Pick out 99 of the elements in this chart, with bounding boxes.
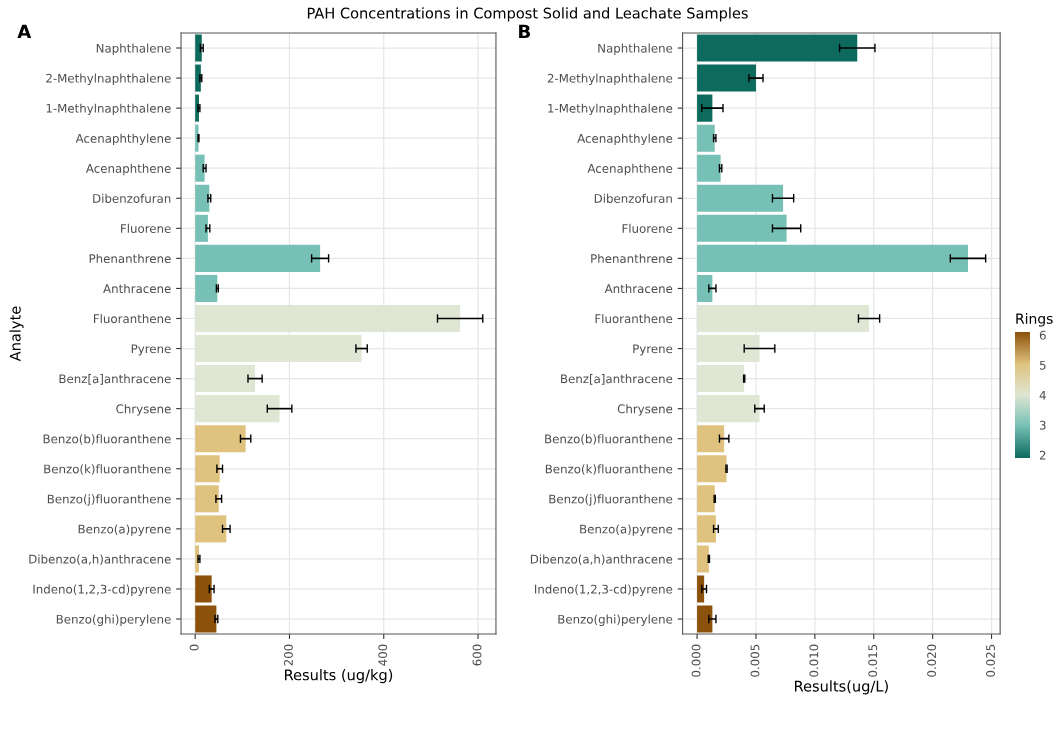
bar [697, 485, 715, 513]
bar [697, 605, 713, 633]
bar [697, 304, 870, 333]
bar [697, 455, 727, 483]
x-tick-label: 0.020 [927, 644, 937, 677]
bar [195, 34, 202, 62]
bar [195, 184, 210, 212]
bar [697, 34, 858, 62]
bar [195, 274, 218, 302]
y-tick-label: Pyrene [131, 344, 171, 356]
bar [195, 425, 246, 453]
y-tick-label: 2-Methylnaphthalene [547, 73, 673, 85]
y-tick-label: Chrysene [617, 404, 673, 416]
color-bar-title: Rings [1016, 313, 1053, 327]
y-tick-label: Benzo(b)fluoranthene [545, 434, 673, 445]
y-tick-label: Benzo(a)pyrene [78, 524, 171, 536]
bar [195, 515, 227, 543]
y-tick-label: Phenanthrene [89, 253, 171, 264]
y-tick-label: Benz[a]anthracene [561, 374, 673, 385]
y-tick-label: Naphthalene [96, 43, 171, 55]
y-tick-label: Benzo(b)fluoranthene [43, 434, 171, 445]
bar [697, 94, 713, 122]
text: B [519, 24, 530, 38]
x-tick-label: 0 [189, 644, 199, 651]
y-tick-label: Dibenzofuran [93, 193, 171, 203]
x-tick-label: 0.015 [868, 644, 878, 677]
bar [195, 335, 362, 363]
bar [195, 395, 280, 423]
x-tick-label: 0.005 [750, 644, 760, 677]
bar [195, 455, 220, 483]
y-tick-label: Benzo(j)fluoranthene [47, 494, 171, 506]
bar [697, 575, 705, 603]
x-tick-label: 600 [472, 644, 482, 666]
y-tick-label: Fluorene [622, 223, 673, 233]
bar [697, 365, 745, 393]
y-tick-label: Fluoranthene [595, 314, 673, 324]
bar [195, 575, 212, 603]
y-tick-label: Pyrene [633, 344, 673, 356]
y-tick-label: Naphthalene [598, 43, 673, 55]
bar [697, 184, 784, 212]
color-bar-label: 4 [1039, 390, 1046, 400]
y-tick-label: Acenaphthene [587, 163, 673, 176]
x-tick-label: 400 [378, 644, 388, 666]
color-bar-label: 3 [1039, 420, 1046, 430]
color-bar-label: 5 [1039, 360, 1046, 370]
text: A [17, 24, 32, 38]
y-tick-label: Indeno(1,2,3-cd)pyrene [33, 584, 171, 596]
y-tick-label: Fluorene [121, 223, 171, 233]
bar [195, 605, 217, 633]
y-tick-label: Phenanthrene [591, 253, 673, 264]
y-tick-label: 1-Methylnaphthalene [46, 103, 171, 116]
y-tick-label: Dibenzo(a,h)anthracene [530, 554, 673, 565]
bar [697, 425, 725, 453]
bar [697, 545, 709, 573]
y-axis-title: Analyte [9, 306, 24, 362]
x-tick-label: 0.010 [809, 644, 819, 677]
bar [697, 124, 715, 152]
bar [697, 244, 968, 272]
bar [697, 214, 787, 242]
text: PAH Concentrations in Compost Solid and Leachate Samples [307, 7, 748, 22]
y-tick-label: Benzo(k)fluoranthene [44, 464, 171, 475]
y-tick-label: Fluoranthene [94, 314, 171, 324]
x-tick-label: 0.000 [691, 644, 701, 677]
color-bar-label: 6 [1039, 330, 1046, 340]
y-tick-label: Benz[a]anthracene [59, 374, 171, 385]
bar [195, 64, 201, 92]
y-tick-label: Chrysene [116, 404, 171, 416]
x-tick-label: 200 [283, 644, 293, 666]
bar [697, 395, 760, 423]
x-tick-label: 0.025 [986, 644, 995, 677]
bar [195, 214, 208, 242]
y-tick-label: Dibenzofuran [594, 193, 672, 203]
y-tick-label: 1-Methylnaphthalene [548, 103, 673, 116]
bar [195, 304, 461, 333]
bar [697, 64, 756, 92]
y-tick-label: Benzo(j)fluoranthene [549, 494, 673, 506]
bar [697, 154, 721, 182]
y-tick-label: Dibenzo(a,h)anthracene [29, 554, 171, 565]
x-axis-title: Results(ug/L) [795, 680, 888, 695]
bar [697, 335, 760, 363]
y-tick-label: Acenaphthylene [577, 133, 673, 146]
y-tick-label: 2-Methylnaphthalene [46, 73, 171, 85]
y-tick-label: Benzo(k)fluoranthene [545, 464, 673, 475]
y-tick-label: Acenaphthene [85, 163, 171, 176]
bar [195, 244, 321, 272]
y-tick-label: Benzo(ghi)perylene [56, 614, 171, 626]
bar [195, 365, 256, 393]
y-tick-label: Indeno(1,2,3-cd)pyrene [535, 584, 673, 596]
bar [195, 485, 219, 513]
y-tick-label: Acenaphthylene [75, 133, 171, 146]
y-tick-label: Benzo(ghi)perylene [558, 614, 673, 626]
y-tick-label: Benzo(a)pyrene [580, 524, 673, 536]
bar [195, 154, 205, 182]
x-axis-title: Results (ug/kg) [285, 669, 393, 684]
y-tick-label: Anthracene [103, 283, 171, 294]
color-bar-label: 2 [1039, 450, 1046, 460]
y-tick-label: Anthracene [604, 283, 673, 294]
bar [697, 274, 713, 302]
bar [697, 515, 716, 543]
